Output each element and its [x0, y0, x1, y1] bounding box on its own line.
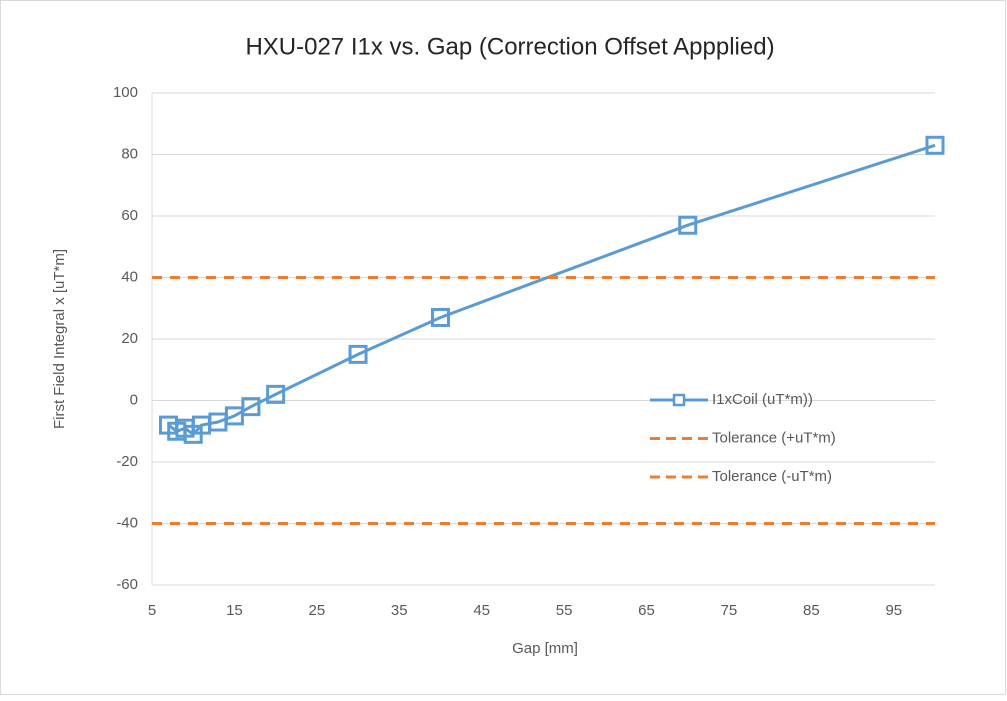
x-tick-label: 95 [885, 602, 902, 619]
y-tick-label: 60 [121, 207, 138, 224]
x-tick-label: 5 [148, 602, 156, 619]
y-tick-label: -20 [116, 453, 138, 470]
y-tick-label: 20 [121, 330, 138, 347]
x-tick-label: 35 [391, 602, 408, 619]
marker [430, 307, 450, 327]
y-tick-label: 80 [121, 145, 138, 162]
legend-label: Tolerance (+uT*m) [712, 429, 836, 446]
marker [241, 397, 261, 417]
x-tick-label: 45 [473, 602, 490, 619]
chart-title: HXU-027 I1x vs. Gap (Correction Offset A… [245, 33, 774, 60]
y-tick-label: 0 [130, 391, 138, 408]
x-axis-label: Gap [mm] [512, 640, 578, 657]
legend-label: Tolerance (-uT*m) [712, 468, 832, 485]
marker [266, 384, 286, 404]
marker [925, 135, 945, 155]
y-tick-label: -40 [116, 514, 138, 531]
y-tick-label: 100 [113, 84, 138, 101]
x-tick-label: 15 [226, 602, 243, 619]
marker [348, 344, 368, 364]
legend-marker [672, 393, 686, 407]
marker [678, 215, 698, 235]
x-tick-label: 65 [638, 602, 655, 619]
x-tick-label: 75 [721, 602, 738, 619]
y-axis-label: First Field Integral x [uT*m] [51, 249, 68, 429]
x-tick-label: 55 [556, 602, 573, 619]
x-tick-label: 25 [308, 602, 325, 619]
legend-label: I1xCoil (uT*m)) [712, 391, 813, 408]
y-tick-label: -60 [116, 576, 138, 593]
x-tick-label: 85 [803, 602, 820, 619]
y-tick-label: 40 [121, 268, 138, 285]
